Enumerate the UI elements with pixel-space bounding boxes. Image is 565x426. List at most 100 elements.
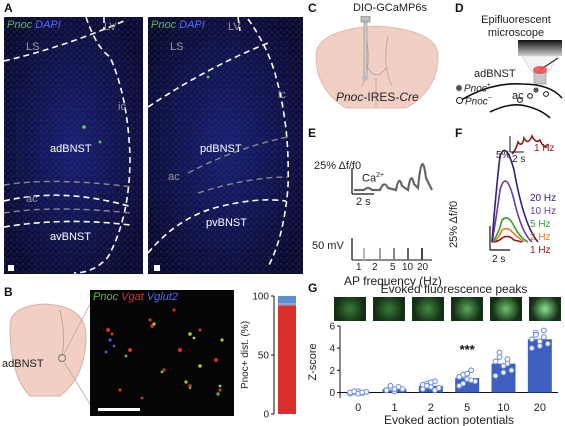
panel-g-x-tick-label: 1 [391, 402, 397, 414]
panel-g-significance: *** [460, 342, 476, 357]
panel-e-trace-label-text: Ca [362, 172, 377, 185]
panel-e-scale-x: 2 s [356, 196, 371, 208]
panel-g-y-tick-label: 2 [329, 366, 335, 377]
panel-g-data-point [492, 358, 499, 365]
panel-a-right-pnoc-label: Pnoc [151, 19, 177, 31]
panel-g-data-point [496, 354, 503, 360]
panel-a-right-ls-label: LS [170, 41, 184, 53]
panel-f-letter: F [455, 126, 463, 140]
panel-d-ac-label: ac [512, 90, 524, 102]
panel-f-legend-1hz: 1 Hz [530, 245, 551, 256]
panel-c-line-suffix: -IRES- [363, 90, 400, 104]
panel-c-brain-schematic [315, 16, 439, 109]
panel-b-y-axis-label: Pnoc+ dist. (%) [240, 321, 251, 389]
panel-d-region-label: adBNST [474, 68, 516, 80]
panel-g-y-tick-label: 0 [329, 388, 335, 399]
panel-a-right-dapi-label: DAPI [179, 19, 205, 31]
panel-g-data-point [532, 331, 539, 338]
panel-g-data-point [383, 387, 390, 394]
panel-a-left-ad-label: adBNST [50, 143, 92, 155]
panel-a-left-av-label: avBNST [50, 231, 91, 243]
panel-e-freq-1: 1 [356, 262, 362, 273]
panel-g-x-tick-label: 5 [464, 402, 470, 414]
panel-b-pnoc-label: Pnoc [93, 291, 119, 303]
panel-a-right-ic-label: ic [278, 89, 286, 101]
panel-g-data-point [387, 382, 394, 389]
panel-g-y-axis-label: Z-score [307, 343, 319, 380]
panel-d-legend-pos-name: Pnoc [464, 83, 487, 95]
panel-d-microscope-schematic [457, 40, 563, 119]
panel-d-letter: D [455, 1, 464, 15]
panel-e-trace-label: Ca2+ [362, 172, 384, 185]
panel-b-y-tick-label: 50 [258, 351, 270, 362]
panel-a-right-micrograph: Pnoc DAPI LV LS ic pdBNST ac pvBNST [148, 17, 303, 274]
panel-g-thumb-2 [412, 297, 444, 321]
panel-a-right-lv-label: LV [228, 21, 241, 33]
panel-e-frequency-ticks: 1 2 5 10 20 [306, 262, 450, 276]
panel-g-data-point [544, 340, 551, 347]
panel-g-thumb-4 [490, 297, 522, 321]
panel-d-legend-neg-sign: − [487, 95, 492, 102]
panel-g-data-point [427, 379, 434, 386]
panel-g-data-point [468, 377, 475, 384]
panel-e-scale-y: 25% Δf/f0 [314, 160, 362, 172]
panel-g-data-point [528, 336, 535, 343]
panel-a-left-micrograph: Pnoc DAPI LV LS ic adBNST ac avBNST [4, 17, 143, 274]
panel-a-left-ac-label: ac [26, 193, 38, 205]
panel-g-data-point [399, 386, 406, 393]
panel-f-overlay-traces [489, 134, 549, 251]
panel-f-legend-2hz: 2 Hz [530, 232, 551, 243]
panel-f-inset-scale-x: 2 s [512, 154, 526, 165]
panel-a-letter: A [4, 1, 13, 15]
panel-a-left-lv-label: LV [104, 21, 117, 33]
panel-a-left-ic-label: ic [118, 101, 126, 113]
panel-a-right-pv-label: pvBNST [206, 217, 247, 229]
panel-g-x-tick-label: 0 [355, 402, 361, 414]
panel-g-letter: G [308, 281, 318, 295]
panel-e-scale-mv: 50 mV [312, 240, 344, 252]
panel-g-thumb-1 [373, 297, 405, 321]
panel-a-right-ac-label: ac [168, 171, 180, 183]
panel-g-data-point [536, 342, 543, 349]
panel-e-freq-20: 20 [417, 262, 429, 273]
panel-g-data-point [540, 327, 547, 334]
panel-c-letter: C [308, 1, 317, 15]
panel-g-x-tick-label: 20 [534, 402, 546, 414]
panel-g-thumb-5 [529, 297, 561, 321]
panel-e-xlabel: AP frequency (Hz) [344, 274, 442, 288]
panel-g-data-point [492, 372, 499, 379]
panel-g-data-point [508, 367, 515, 374]
panel-g-thumb-0 [334, 297, 366, 321]
panel-a-dapi-label: DAPI [35, 19, 61, 31]
panel-g-data-point [468, 367, 475, 374]
panel-g-title: Evoked fluorescence peaks [380, 282, 528, 296]
panel-a-right-pd-label: pdBNST [200, 143, 242, 155]
panel-g-y-tick-label: 6 [329, 322, 335, 333]
panel-d-legend-neg-name: Pnoc [465, 96, 488, 108]
panel-e-freq-5: 5 [390, 262, 396, 273]
panel-a-left-ls-label: LS [26, 41, 40, 53]
panel-g-x-tick-label: 10 [497, 402, 509, 414]
panel-e-letter: E [308, 126, 317, 140]
panel-a-pnoc-label: Pnoc [7, 19, 33, 31]
panel-g-thumbnail-strip [334, 297, 562, 321]
panel-e-freq-2: 2 [372, 262, 378, 273]
panel-g-data-point [540, 334, 547, 341]
panel-d-title-line1: Epifluorescent [481, 14, 551, 26]
panel-f-inset-label: 1 Hz [534, 143, 555, 154]
panel-f-legend: 20 Hz 10 Hz 5 Hz 2 Hz 1 Hz [530, 192, 565, 257]
panel-g-bar-chart: 0 2 4 6 Z-score 0 1 2 5 10 20 *** Evoked action pote… [307, 322, 558, 426]
panel-g-data-point [528, 345, 535, 352]
panel-e-calcium-trace [351, 163, 433, 261]
panel-c-line-name: Pnoc [336, 90, 364, 104]
panel-b-vglut2-label: Vglut2 [146, 291, 179, 303]
panel-b-region-label: adBNST [2, 358, 44, 370]
panel-g-data-point [464, 370, 471, 377]
panel-g-data-point [460, 380, 467, 387]
panel-b-y-tick-label: 100 [252, 292, 269, 303]
panel-g-y-tick-label: 4 [329, 344, 335, 355]
panel-g-data-point [504, 360, 511, 367]
panel-g-data-point [359, 389, 366, 396]
panel-g-data-point [423, 382, 430, 389]
panel-f-legend-20hz: 20 Hz [530, 193, 557, 204]
